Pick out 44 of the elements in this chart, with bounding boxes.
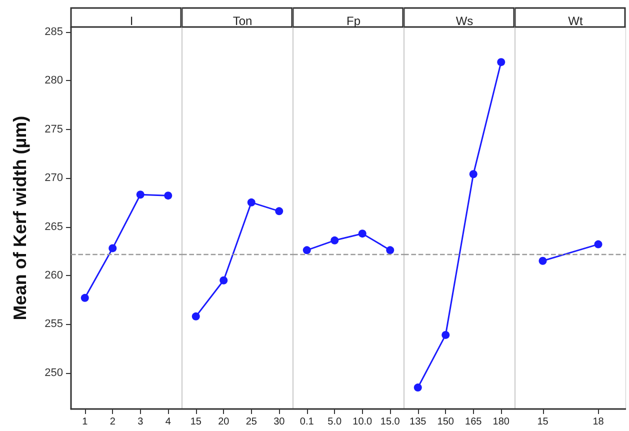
- chart-title: Ton: [232, 14, 252, 28]
- y-tick-label: 255: [44, 318, 63, 330]
- point: [108, 244, 117, 252]
- x-tick-label: 4: [165, 416, 172, 428]
- x-tick-label: 5.0: [328, 416, 342, 428]
- chart-title: I: [130, 14, 134, 28]
- chart-title: Fp: [346, 14, 361, 28]
- x-tick-label: 30: [274, 416, 286, 428]
- y-axis-title: Mean of Kerf width (µm): [10, 116, 30, 320]
- point: [414, 384, 422, 392]
- y-tick-label: 260: [44, 269, 63, 282]
- x-tick-label: 20: [218, 416, 230, 428]
- x-tick-label: 15.0: [380, 416, 400, 428]
- y-tick-label: 275: [44, 123, 63, 136]
- x-tick-label: 135: [410, 416, 427, 428]
- x-tick-label: 0.1: [300, 416, 314, 428]
- chart-title: Ws: [456, 14, 474, 28]
- chart-title: Wt: [568, 14, 584, 28]
- x-tick-label: 18: [592, 416, 604, 428]
- y-tick-label: 285: [44, 26, 63, 38]
- point: [497, 58, 506, 66]
- x-tick-label: 180: [492, 416, 510, 428]
- x-tick-label: 1: [82, 416, 88, 428]
- point: [164, 192, 172, 200]
- x-tick-label: 2: [110, 416, 116, 428]
- x-tick-label: 15: [190, 416, 202, 428]
- x-tick-label: 3: [138, 416, 144, 428]
- y-tick-label: 250: [44, 366, 63, 379]
- point: [275, 207, 284, 216]
- point: [192, 312, 200, 320]
- point: [220, 276, 228, 284]
- y-tick-label: 270: [44, 172, 63, 184]
- x-tick-label: 165: [465, 416, 482, 428]
- x-tick-label: 15: [537, 416, 549, 428]
- point: [247, 198, 256, 206]
- y-tick-label: 265: [44, 220, 63, 233]
- point: [80, 294, 89, 302]
- point: [136, 190, 144, 199]
- x-tick-label: 25: [246, 416, 258, 428]
- point: [442, 330, 450, 339]
- point: [469, 170, 478, 178]
- x-tick-label: 10.0: [352, 416, 373, 428]
- y-tick-label: 280: [44, 74, 63, 87]
- x-tick-label: 150: [437, 416, 454, 428]
